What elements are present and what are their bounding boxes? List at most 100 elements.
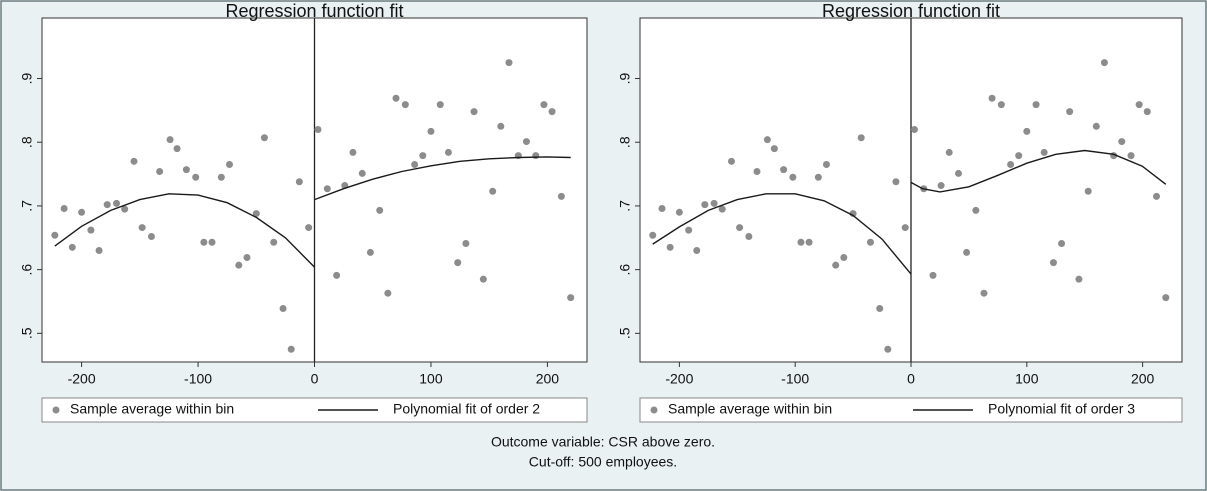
- data-point: [789, 173, 797, 181]
- data-point: [1135, 101, 1143, 109]
- data-point: [797, 238, 805, 246]
- y-tick-label: .5: [19, 327, 35, 339]
- data-point: [954, 169, 962, 177]
- data-point: [358, 169, 366, 177]
- legend-marker: [650, 406, 658, 414]
- data-point: [1023, 127, 1031, 135]
- data-point: [235, 261, 243, 269]
- data-point: [419, 152, 427, 160]
- data-point: [323, 185, 331, 193]
- data-point: [658, 204, 666, 212]
- data-point: [770, 145, 778, 153]
- legend-label: Sample average within bin: [70, 401, 234, 417]
- data-point: [666, 243, 674, 251]
- data-point: [822, 161, 830, 169]
- legend-label: Polynomial fit of order 3: [988, 401, 1135, 417]
- data-point: [384, 289, 392, 297]
- data-point: [279, 304, 287, 312]
- data-point: [411, 161, 419, 169]
- data-point: [963, 248, 971, 256]
- data-point: [349, 148, 357, 156]
- data-point: [972, 206, 980, 214]
- x-tick-label: 200: [1131, 371, 1155, 387]
- data-point: [462, 240, 470, 248]
- data-point: [505, 59, 513, 67]
- data-point: [295, 178, 303, 186]
- data-point: [376, 206, 384, 214]
- data-point: [287, 345, 295, 353]
- data-point: [1066, 108, 1074, 116]
- y-tick-label: .7: [19, 200, 35, 212]
- x-tick-label: 100: [419, 371, 443, 387]
- footer-note: Outcome variable: CSR above zero.: [491, 434, 715, 450]
- data-point: [454, 259, 462, 267]
- data-point: [479, 275, 487, 283]
- data-point: [929, 271, 937, 279]
- data-point: [901, 224, 909, 232]
- data-point: [87, 226, 95, 234]
- data-point: [693, 247, 701, 255]
- data-point: [366, 248, 374, 256]
- data-point: [884, 345, 892, 353]
- chart-title: Regression function fit: [822, 1, 1000, 21]
- data-point: [876, 304, 884, 312]
- legend: [41, 397, 588, 423]
- y-tick-label: .6: [617, 264, 633, 276]
- data-point: [685, 226, 693, 234]
- data-point: [1015, 152, 1023, 160]
- data-point: [892, 178, 900, 186]
- legend-label: Polynomial fit of order 2: [393, 401, 540, 417]
- data-point: [436, 101, 444, 109]
- x-tick-label: -200: [665, 371, 693, 387]
- data-point: [208, 238, 216, 246]
- data-point: [444, 148, 452, 156]
- data-point: [260, 134, 268, 142]
- data-point: [138, 224, 146, 232]
- data-point: [988, 94, 996, 102]
- data-point: [156, 168, 164, 176]
- data-point: [121, 205, 129, 213]
- data-point: [522, 138, 530, 146]
- data-point: [173, 145, 181, 153]
- data-point: [1100, 59, 1108, 67]
- y-tick-label: .9: [617, 72, 633, 84]
- data-point: [270, 238, 278, 246]
- data-point: [60, 204, 68, 212]
- fit-line: [652, 149, 1167, 275]
- data-point: [113, 199, 121, 207]
- data-point: [1084, 187, 1092, 195]
- data-point: [532, 152, 540, 160]
- data-point: [192, 173, 200, 181]
- legend-marker: [52, 406, 60, 414]
- y-tick-label: .7: [617, 200, 633, 212]
- x-tick-label: 100: [1015, 371, 1039, 387]
- data-point: [78, 208, 86, 216]
- x-tick-label: -200: [68, 371, 96, 387]
- data-point: [470, 108, 478, 116]
- data-point: [1092, 122, 1100, 130]
- data-point: [910, 125, 918, 133]
- data-point: [103, 201, 111, 209]
- data-point: [314, 125, 322, 133]
- x-tick-label: -100: [781, 371, 809, 387]
- data-point: [1143, 108, 1151, 116]
- data-point: [225, 161, 233, 169]
- legend: [639, 397, 1183, 423]
- data-point: [1075, 275, 1083, 283]
- data-point: [1162, 294, 1170, 302]
- data-point: [675, 208, 683, 216]
- y-tick-label: .8: [19, 136, 35, 148]
- y-tick-label: .9: [19, 72, 35, 84]
- data-point: [1032, 101, 1040, 109]
- data-point: [147, 233, 155, 241]
- data-point: [780, 166, 788, 174]
- data-point: [937, 182, 945, 190]
- data-point: [710, 199, 718, 207]
- data-point: [95, 247, 103, 255]
- x-tick-label: -100: [184, 371, 212, 387]
- data-point: [727, 157, 735, 165]
- data-point: [701, 201, 709, 209]
- data-point: [68, 243, 76, 251]
- data-point: [753, 168, 761, 176]
